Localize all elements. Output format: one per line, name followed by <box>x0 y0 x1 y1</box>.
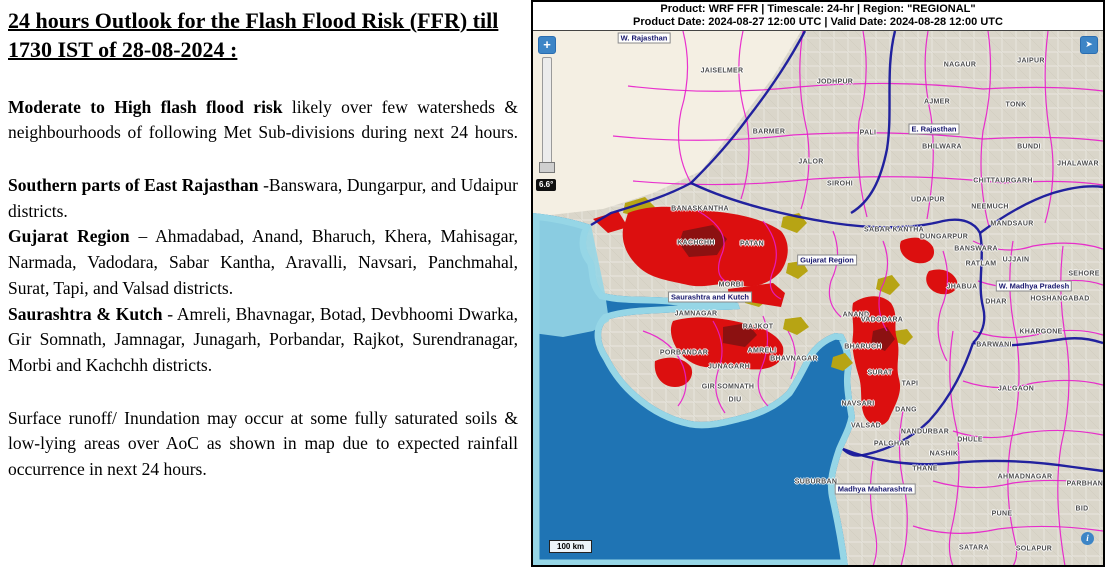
region-name: Gujarat Region <box>8 226 130 247</box>
plain-desert-area <box>533 30 801 217</box>
international-border <box>590 30 807 226</box>
west-east-rajasthan-border <box>850 30 897 214</box>
mp-maharashtra-border <box>972 336 1103 347</box>
rajasthan-gujarat-border <box>690 181 982 234</box>
region-gujarat: Gujarat Region – Ahmadabad, Anand, Bharu… <box>8 224 518 301</box>
outlook-regions: Southern parts of East Rajasthan -Banswa… <box>8 173 518 379</box>
scale-bar: 100 km <box>549 540 593 553</box>
info-icon: i <box>1086 533 1089 543</box>
region-districts: -Banswara, Dungarpur, and Udaipur distri… <box>8 174 518 221</box>
risk-area-udaipur <box>899 237 935 264</box>
region-districts: – Ahmadabad, Anand, Bharuch, Khera, Mahi… <box>8 226 518 298</box>
gujarat-maharashtra-border <box>842 342 975 457</box>
map-panel: Product: WRF FFR | Timescale: 24-hr | Re… <box>531 0 1105 567</box>
rajasthan-mp-border <box>979 185 1103 234</box>
region-name: Saurashtra & Kutch <box>8 303 163 324</box>
outlook-text-panel: 24 hours Outlook for the Flash Flood Ris… <box>0 0 531 567</box>
region-name: Southern parts of East Rajasthan <box>8 174 259 195</box>
flash-flood-risk-map <box>533 30 1103 565</box>
intro-risk-level: Moderate to High flash flood risk <box>8 96 283 117</box>
madhya-maharashtra-border <box>842 447 1103 473</box>
product-header: Product: WRF FFR | Timescale: 24-hr | Re… <box>533 2 1103 30</box>
product-info-line1: Product: WRF FFR | Timescale: 24-hr | Re… <box>660 3 976 15</box>
info-button[interactable]: i <box>1081 532 1094 545</box>
risk-layer <box>593 196 958 426</box>
gulf-of-kachchh-shallows <box>533 212 609 337</box>
zoom-in-button[interactable]: + <box>538 35 556 54</box>
gujarat-mp-border <box>972 232 986 344</box>
outlook-title: 24 hours Outlook for the Flash Flood Ris… <box>8 8 499 63</box>
zoom-level-badge: 6.6° <box>536 178 557 191</box>
outlook-intro: Moderate to High flash flood risk likely… <box>8 95 518 146</box>
zoom-slider-handle[interactable] <box>539 161 555 173</box>
region-saurashtra-kutch: Saurashtra & Kutch - Amreli, Bhavnagar, … <box>8 302 518 379</box>
arrow-icon: ➤ <box>1085 38 1093 49</box>
region-districts: - Amreli, Bhavnagar, Botad, Devbhoomi Dw… <box>8 303 518 375</box>
risk-area-banswara <box>926 269 958 295</box>
product-info-line2: Product Date: 2024-08-27 12:00 UTC | Val… <box>633 16 1003 28</box>
intro-text: likely over few watersheds & neighbourho… <box>8 96 518 143</box>
sea-layer <box>533 212 855 565</box>
map-viewport[interactable]: JAISELMER JODHPUR NAGAUR JAIPUR AJMER TONK BAR… <box>533 29 1103 565</box>
state-boundaries <box>590 30 1103 473</box>
region-east-rajasthan: Southern parts of East Rajasthan -Banswa… <box>8 173 518 224</box>
risk-area-anand-vadodara-bharuch <box>852 296 901 426</box>
pan-arrow-button[interactable]: ➤ <box>1080 35 1098 54</box>
outlook-footer: Surface runoff/ Inundation may occur at … <box>8 407 518 480</box>
zoom-slider-track[interactable] <box>542 56 552 169</box>
